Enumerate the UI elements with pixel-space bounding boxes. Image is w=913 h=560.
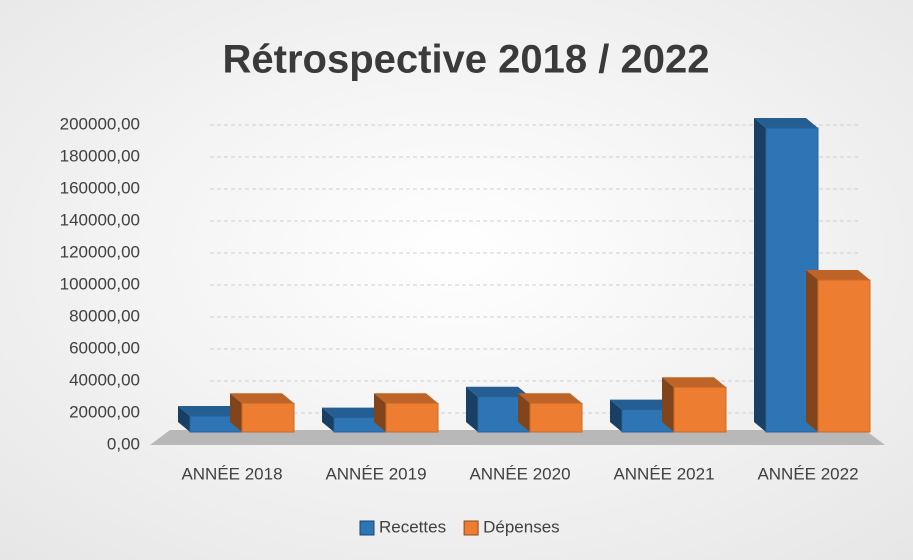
bar-front — [241, 402, 295, 433]
floor — [150, 430, 885, 445]
y-tick-label: 160000,00 — [60, 178, 140, 197]
bar-side — [754, 118, 766, 432]
y-tick-label: 140000,00 — [60, 210, 140, 229]
legend-label: Dépenses — [483, 517, 560, 536]
bar — [230, 393, 295, 433]
x-tick-label: ANNÉE 2020 — [469, 464, 570, 483]
y-tick-label: 60000,00 — [69, 338, 140, 357]
bar-side — [662, 377, 674, 432]
bar-top — [518, 393, 582, 404]
bar — [806, 270, 871, 433]
bar-side — [610, 399, 622, 432]
bar-top — [610, 399, 674, 410]
bar-front — [385, 402, 439, 433]
legend-swatch — [463, 520, 479, 536]
bar-side — [178, 406, 190, 432]
bar-top — [178, 406, 242, 416]
x-tick-label: ANNÉE 2021 — [613, 464, 714, 483]
y-tick-label: 20000,00 — [69, 402, 140, 421]
bar-side — [806, 270, 818, 432]
y-tick-label: 200000,00 — [60, 114, 140, 133]
y-tick-label: 0,00 — [107, 434, 140, 453]
bar-side — [374, 393, 386, 432]
chart-title: Rétrospective 2018 / 2022 — [223, 38, 710, 82]
bar — [662, 377, 727, 433]
bar-side — [230, 393, 242, 432]
bar — [178, 406, 243, 433]
bar-front — [529, 402, 583, 433]
bar-front — [673, 386, 727, 433]
bar-top — [466, 386, 530, 397]
y-tick-label: 180000,00 — [60, 146, 140, 165]
legend-swatch — [359, 520, 375, 536]
x-tick-label: ANNÉE 2022 — [757, 464, 858, 483]
bar — [374, 393, 439, 433]
bar-side — [466, 386, 478, 432]
y-tick-label: 80000,00 — [69, 306, 140, 325]
x-tick-label: ANNÉE 2019 — [325, 464, 426, 483]
bar-side — [518, 393, 530, 432]
bar — [610, 399, 675, 433]
bar-front — [817, 279, 871, 433]
bar — [518, 393, 583, 433]
bar-top — [754, 118, 818, 128]
y-tick-label: 120000,00 — [60, 242, 140, 261]
bar — [322, 407, 387, 433]
bar-top — [806, 270, 870, 280]
bar-top — [230, 393, 294, 404]
bar-top — [662, 377, 726, 388]
bar-top — [374, 393, 438, 404]
x-tick-label: ANNÉE 2018 — [181, 464, 282, 483]
bar-side — [322, 407, 334, 432]
y-tick-label: 100000,00 — [60, 274, 140, 293]
bar-top — [322, 407, 386, 418]
legend-label: Recettes — [379, 517, 446, 536]
y-tick-label: 40000,00 — [69, 370, 140, 389]
